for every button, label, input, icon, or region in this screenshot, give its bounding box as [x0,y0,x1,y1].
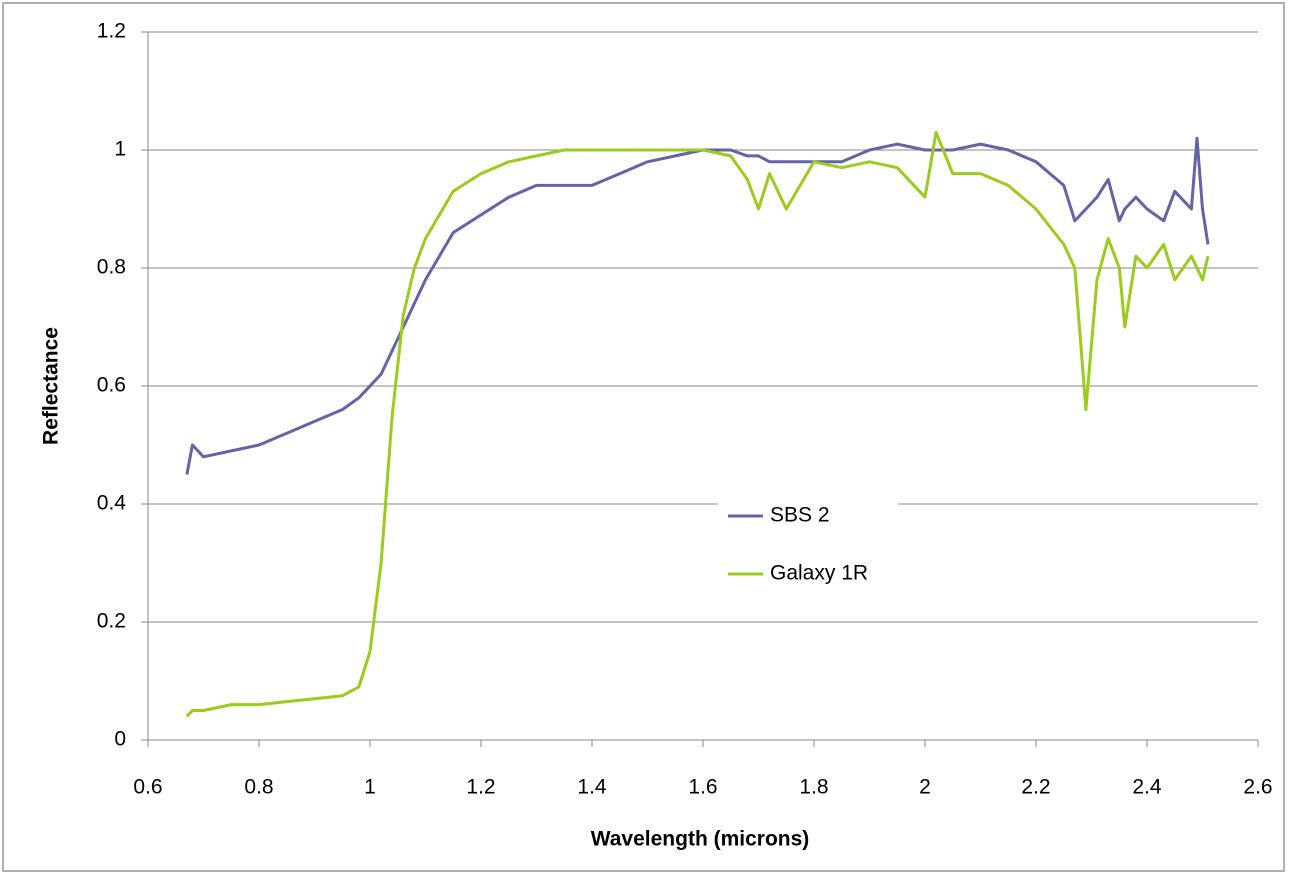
x-tick-label: 1.8 [799,776,828,799]
x-tick-label: 2 [919,776,931,799]
y-tick-label: 1.2 [97,20,126,43]
x-tick-label: 1 [364,776,376,799]
data-line [185,130,1210,718]
x-tick-label: 2.4 [1132,776,1162,799]
y-tick-label: 1 [114,138,126,161]
x-tick-label: 2.6 [1243,776,1272,799]
y-axis-title: Reflectance [40,327,63,445]
x-tick-label: 2.2 [1021,776,1050,799]
x-tick-label: 0.6 [133,776,162,799]
y-tick-label: 0.6 [97,374,126,397]
x-tick-label: 1.4 [577,776,607,799]
x-tick-label: 1.2 [466,776,495,799]
legend-label: SBS 2 [770,504,830,527]
x-tick-label: 1.6 [688,776,717,799]
x-tick-label: 0.8 [244,776,273,799]
y-tick-label: 0 [114,728,126,751]
x-axis-title: Wavelength (microns) [591,828,810,851]
data-line [185,136,1210,475]
legend-box [718,488,898,596]
y-tick-label: 0.4 [97,492,127,515]
legend-label: Galaxy 1R [770,562,868,585]
y-tick-label: 0.8 [97,256,126,279]
y-tick-label: 0.2 [97,610,126,633]
